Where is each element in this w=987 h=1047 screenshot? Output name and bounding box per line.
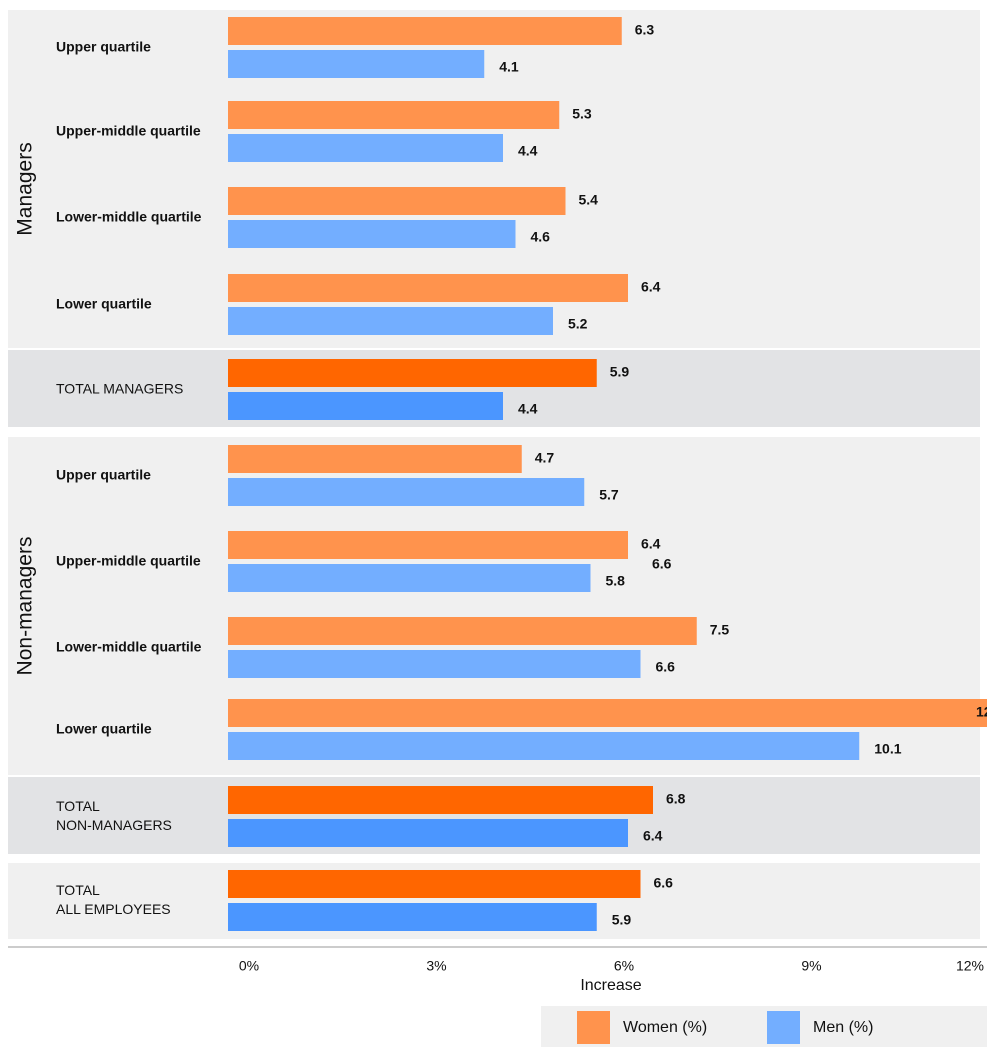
x-tick-label-0: 0% <box>239 958 259 974</box>
category-label-total-non-managers: TOTAL NON-MANAGERS <box>56 798 172 833</box>
value-label-women-lower-middle-quartile: 7.5 <box>710 622 730 638</box>
value-label-men-upper-quartile: 5.7 <box>599 487 619 503</box>
value-label-women-upper-middle-quartile: 6.4 <box>641 536 661 552</box>
bar-men-upper-quartile <box>228 50 485 78</box>
category-label-upper-middle-quartile: Upper-middle quartile <box>56 122 201 138</box>
value-label-women-upper-middle-quartile: 5.3 <box>572 106 592 122</box>
bar-men-lower-quartile <box>228 307 553 335</box>
legend-swatch-men <box>767 1011 800 1044</box>
category-label-upper-middle-quartile: Upper-middle quartile <box>56 552 201 568</box>
bar-men-upper-quartile <box>228 478 585 506</box>
bar-women-total-non-managers <box>228 786 653 814</box>
bar-men-lower-quartile <box>228 732 860 760</box>
bar-women-lower-quartile <box>228 699 987 727</box>
bar-women-lower-quartile <box>228 274 628 302</box>
x-tick-label-3: 3% <box>426 958 446 974</box>
x-tick-label-6: 6% <box>614 958 634 974</box>
bar-men-upper-middle-quartile <box>228 134 503 162</box>
group-label-managers: Managers <box>14 142 37 235</box>
value-label-men-total-non-managers: 6.4 <box>643 828 663 844</box>
value-label-men-upper-quartile: 4.1 <box>499 59 519 75</box>
value-label-men-lower-middle-quartile: 4.6 <box>531 229 551 245</box>
value-label-men-lower-quartile: 10.1 <box>874 741 901 757</box>
legend-background <box>541 1006 987 1047</box>
category-label-total-managers: TOTAL MANAGERS <box>56 380 183 396</box>
category-label-lower-quartile: Lower quartile <box>56 720 152 736</box>
bar-men-lower-middle-quartile <box>228 650 641 678</box>
bar-men-upper-middle-quartile <box>228 564 591 592</box>
value-label-men-upper-middle-quartile: 5.8 <box>606 573 626 589</box>
value-label-men-lower-middle-quartile: 6.6 <box>656 659 676 675</box>
value-label-women-lower-quartile: 6.4 <box>641 279 661 295</box>
value-label-women-total-all-employees: 6.6 <box>654 875 674 891</box>
legend: Women (%) Men (%) <box>541 1006 987 1047</box>
category-label-upper-quartile: Upper quartile <box>56 38 151 54</box>
value-label-women-total-non-managers: 6.8 <box>666 791 686 807</box>
bar-women-total-managers <box>228 359 597 387</box>
legend-label-women: Women (%) <box>623 1019 707 1036</box>
value-label-women-upper-quartile: 4.7 <box>535 450 555 466</box>
x-tick-label-12: 12% <box>956 958 984 974</box>
bar-women-lower-middle-quartile <box>228 617 697 645</box>
x-axis-title: Increase <box>580 977 641 994</box>
value-label-women-upper-quartile: 6.3 <box>635 22 655 38</box>
bar-women-upper-quartile <box>228 17 622 45</box>
value-label-women-lower-quartile: 12.5 <box>976 704 987 720</box>
category-label-upper-quartile: Upper quartile <box>56 466 151 482</box>
value-label-women-total-managers: 5.9 <box>610 364 630 380</box>
value-label-men-upper-middle-quartile: 4.4 <box>518 143 538 159</box>
bar-women-total-all-employees <box>228 870 641 898</box>
bar-women-upper-quartile <box>228 445 522 473</box>
value-label-men-total-all-employees: 5.9 <box>612 912 632 928</box>
bar-men-total-all-employees <box>228 903 597 931</box>
value-label-men-total-managers: 4.4 <box>518 401 538 417</box>
value-label-men-lower-quartile: 5.2 <box>568 316 588 332</box>
value-label-women-lower-middle-quartile: 5.4 <box>579 192 599 208</box>
category-label-lower-middle-quartile: Lower-middle quartile <box>56 638 202 654</box>
bar-men-lower-middle-quartile <box>228 220 516 248</box>
category-label-total-all-employees: TOTAL ALL EMPLOYEES <box>56 882 171 917</box>
group-label-non-managers: Non-managers <box>14 537 37 676</box>
bar-women-upper-middle-quartile <box>228 101 560 129</box>
legend-swatch-women <box>577 1011 610 1044</box>
bar-men-total-managers <box>228 392 503 420</box>
bar-men-total-non-managers <box>228 819 628 847</box>
category-label-lower-middle-quartile: Lower-middle quartile <box>56 208 202 224</box>
bar-women-upper-middle-quartile <box>228 531 628 559</box>
legend-label-men: Men (%) <box>813 1019 873 1036</box>
x-tick-label-9: 9% <box>801 958 821 974</box>
value-label-extra-upper-middle-quartile: 6.6 <box>652 556 672 572</box>
bar-women-lower-middle-quartile <box>228 187 566 215</box>
category-label-lower-quartile: Lower quartile <box>56 295 152 311</box>
